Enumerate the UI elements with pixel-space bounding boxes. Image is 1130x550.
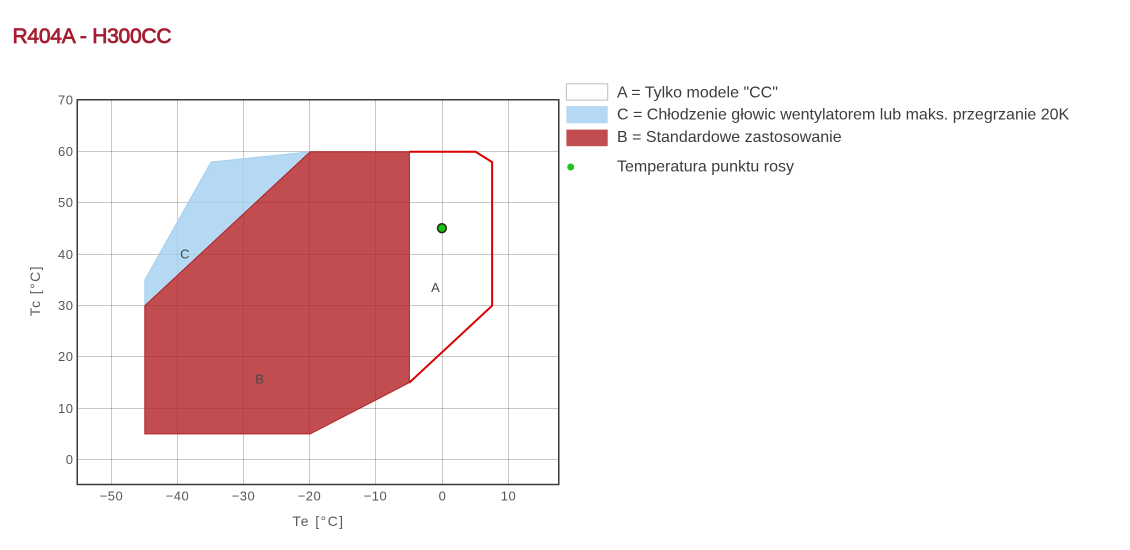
svg-text:Te [°C]: Te [°C] xyxy=(292,513,344,529)
svg-text:0: 0 xyxy=(439,488,447,503)
svg-text:Tc [°C]: Tc [°C] xyxy=(27,265,43,316)
svg-text:−30: −30 xyxy=(232,488,256,503)
svg-text:B: B xyxy=(255,372,264,387)
svg-text:Temperatura punktu rosy: Temperatura punktu rosy xyxy=(617,159,794,176)
svg-text:C = Chłodzenie głowic wentylat: C = Chłodzenie głowic wentylatorem lub m… xyxy=(617,107,1070,124)
svg-text:A = Tylko modele "CC": A = Tylko modele "CC" xyxy=(617,84,778,101)
svg-text:30: 30 xyxy=(58,298,73,313)
svg-text:70: 70 xyxy=(58,93,73,108)
svg-text:−50: −50 xyxy=(100,488,124,503)
svg-text:A: A xyxy=(431,280,440,295)
svg-text:50: 50 xyxy=(58,195,73,210)
svg-text:0: 0 xyxy=(66,452,74,467)
svg-text:20: 20 xyxy=(58,349,73,364)
svg-text:−40: −40 xyxy=(166,488,190,503)
svg-text:B = Standardowe zastosowanie: B = Standardowe zastosowanie xyxy=(617,129,842,146)
svg-text:40: 40 xyxy=(58,247,73,262)
svg-text:R404A - H300CC: R404A - H300CC xyxy=(13,25,172,48)
svg-text:−20: −20 xyxy=(298,488,322,503)
svg-text:60: 60 xyxy=(58,144,73,159)
svg-text:10: 10 xyxy=(58,401,73,416)
svg-text:10: 10 xyxy=(501,488,516,503)
svg-text:−10: −10 xyxy=(364,488,388,503)
svg-text:C: C xyxy=(180,247,189,262)
